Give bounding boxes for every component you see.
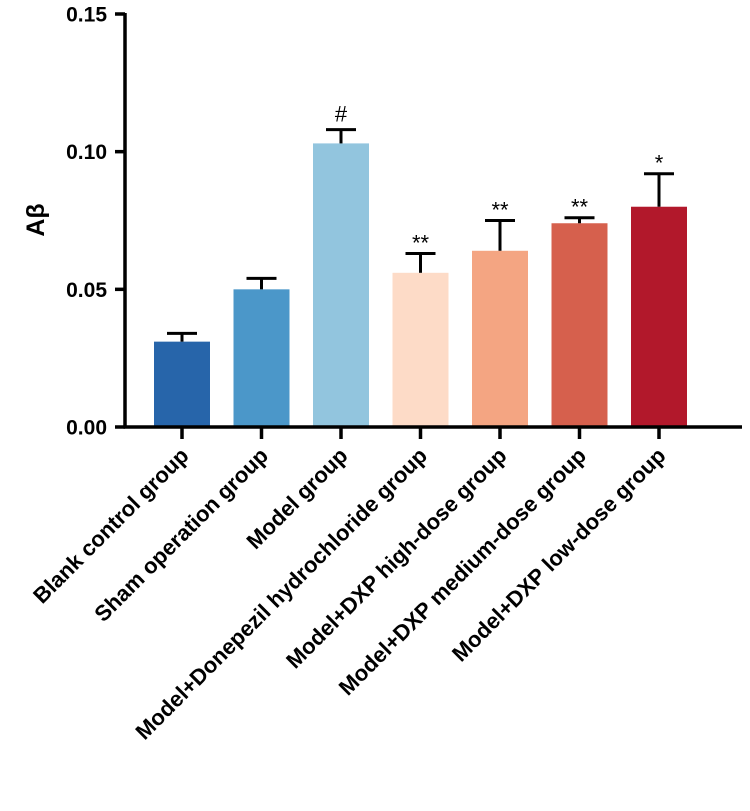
bar xyxy=(392,272,449,427)
y-tick-label: 0.15 xyxy=(66,4,107,27)
bar xyxy=(233,289,290,427)
x-tick-label: Model+Donepezil hydrochloride group xyxy=(130,443,432,745)
bar xyxy=(313,143,369,427)
significance-label: ** xyxy=(412,231,430,256)
significance-label: ** xyxy=(491,198,509,223)
bars: #**** *** xyxy=(154,102,687,427)
y-tick-label: 0.00 xyxy=(66,417,107,440)
y-axis-ticks: 0.00 0.05 0.10 0.15 xyxy=(66,4,125,440)
significance-label: # xyxy=(335,102,348,127)
y-tick-label: 0.10 xyxy=(66,141,107,164)
bar xyxy=(472,250,528,427)
significance-label: * xyxy=(655,151,664,176)
x-tick-label: Blank control group xyxy=(28,443,193,608)
y-axis-title: Aβ xyxy=(22,203,50,236)
bar xyxy=(154,341,210,427)
significance-label: ** xyxy=(571,195,589,220)
y-tick-label: 0.05 xyxy=(66,279,107,302)
bar xyxy=(631,206,687,427)
bar xyxy=(551,223,608,427)
